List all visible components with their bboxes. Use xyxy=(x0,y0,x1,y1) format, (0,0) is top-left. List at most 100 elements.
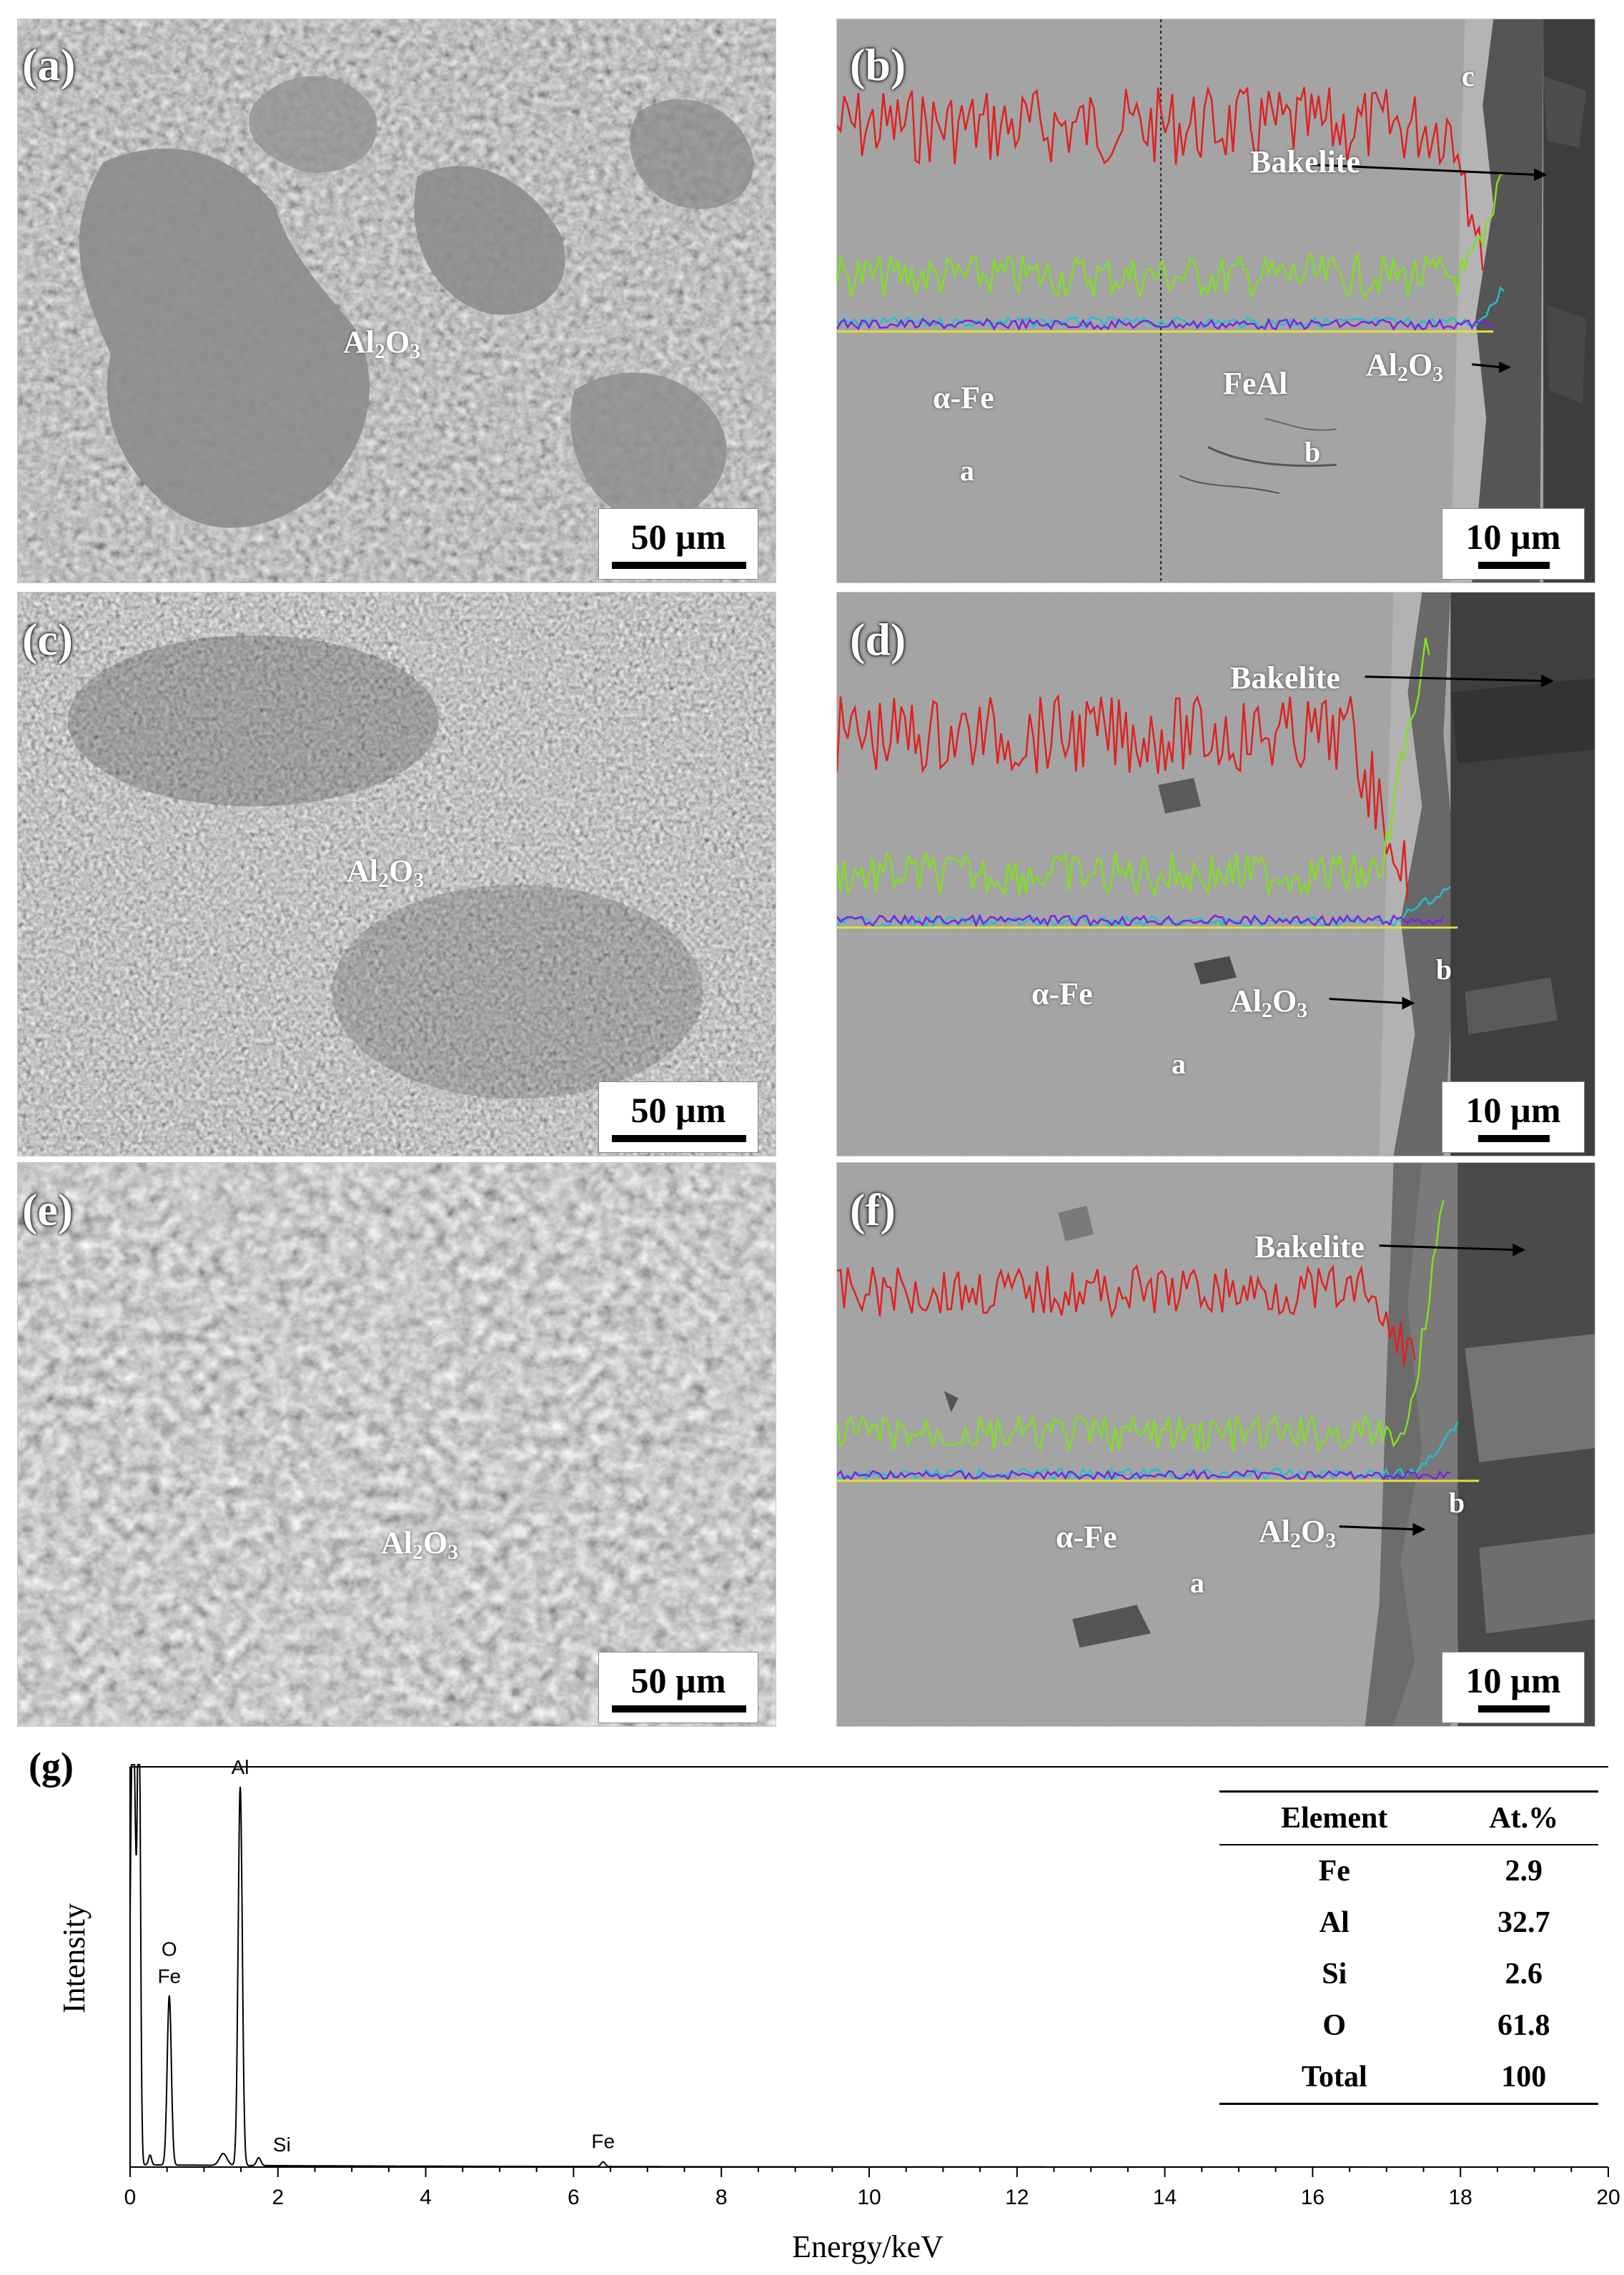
sem-panel-e: (e) Al2O3 50 µm xyxy=(17,1162,776,1727)
table-cell: 2.6 xyxy=(1505,1958,1543,1991)
table-cell: O xyxy=(1322,2009,1347,2042)
x-tick-label: 16 xyxy=(1301,2186,1325,2209)
point-label-b: b xyxy=(1436,953,1452,986)
scale-bar-c: 50 µm xyxy=(598,1081,758,1153)
chart-axes: 0 2 4 6 8 10 12 14 16 18 20 xyxy=(124,1766,1620,2209)
point-label-a: a xyxy=(1172,1048,1186,1080)
peak-label: Si xyxy=(273,2133,291,2156)
table-cell: 100 xyxy=(1501,2061,1547,2093)
table-row: Al 32.7 xyxy=(1219,1897,1598,1948)
peak-label: O xyxy=(162,1938,177,1961)
spectrum-series xyxy=(129,1764,1608,2168)
phase-label-alpha-fe: α-Fe xyxy=(1056,1520,1117,1555)
panel-label-e: (e) xyxy=(22,1184,74,1235)
scale-bar-d: 10 µm xyxy=(1442,1081,1585,1153)
scale-bar-line xyxy=(1478,1705,1550,1713)
peak-label: Al xyxy=(232,1756,249,1778)
scale-bar-label: 50 µm xyxy=(630,517,726,557)
peak-label: Fe xyxy=(157,1966,181,1988)
x-axis-label: Energy/keV xyxy=(792,2229,944,2264)
phase-label-al2o3: Al2O3 xyxy=(347,853,425,892)
scale-bar-label: 50 µm xyxy=(630,1090,726,1130)
point-label-b: b xyxy=(1449,1487,1465,1519)
sem-panel-d: (d) Bakelite α-Fe Al2O3 a b 10 µm xyxy=(836,592,1595,1156)
scale-bar-e: 50 µm xyxy=(598,1652,758,1723)
scale-bar-label: 50 µm xyxy=(630,1660,726,1700)
bakelite-label: Bakelite xyxy=(1230,660,1340,695)
phase-label-al2o3: Al2O3 xyxy=(1259,1514,1337,1552)
panel-label-f: (f) xyxy=(850,1184,896,1235)
line-scan-traces xyxy=(837,85,1505,333)
sem-panel-b: (b) Bakelite α-Fe FeAl Al2O3 a b c 10 µm xyxy=(836,19,1595,583)
point-label-b: b xyxy=(1304,436,1321,468)
table-cell: Si xyxy=(1322,1958,1347,1991)
scale-bar-line xyxy=(612,562,746,569)
scale-bar-line xyxy=(612,1135,746,1142)
scale-bar-label: 10 µm xyxy=(1465,1660,1561,1700)
scale-bar-line xyxy=(1478,1135,1550,1142)
bakelite-label: Bakelite xyxy=(1254,1229,1365,1264)
scale-bar-line xyxy=(1478,562,1550,569)
phase-label-alpha-fe: α-Fe xyxy=(933,380,994,415)
table-row: Fe 2.9 xyxy=(1219,1845,1598,1897)
table-cell: 2.9 xyxy=(1505,1855,1543,1888)
point-label-c: c xyxy=(1462,60,1475,92)
sem-image-b xyxy=(837,19,1595,583)
table-cell: 32.7 xyxy=(1497,1906,1550,1939)
trace-si xyxy=(837,1469,1451,1482)
eds-spectrum-chart: 0 2 4 6 8 10 12 14 16 18 20 O Fe Al Si Fe Energy/keV I… xyxy=(56,1756,1620,2264)
sem-image-d xyxy=(837,593,1595,1156)
sem-panel-a: (a) Al2O3 50 µm xyxy=(17,19,776,583)
phase-label-al2o3: Al2O3 xyxy=(381,1525,459,1564)
panel-label-g: (g) xyxy=(29,1745,74,1788)
sem-image-f xyxy=(837,1163,1595,1726)
x-tick-label: 20 xyxy=(1596,2186,1620,2209)
trace-fe xyxy=(837,693,1409,901)
x-tick-label: 2 xyxy=(272,2186,284,2209)
trace-fe xyxy=(837,85,1484,271)
x-tick-label: 18 xyxy=(1449,2186,1472,2209)
trace-fe xyxy=(837,1264,1416,1366)
scale-bar-line xyxy=(612,1705,746,1713)
scale-bar-f: 10 µm xyxy=(1442,1652,1585,1723)
x-tick-label: 6 xyxy=(568,2186,580,2209)
sem-panel-c: (c) Al2O3 50 µm xyxy=(17,592,776,1156)
sem-image-a xyxy=(18,19,776,583)
table-cell: Al xyxy=(1319,1906,1350,1939)
trace-al xyxy=(837,1200,1445,1454)
trace-o xyxy=(837,886,1452,929)
panel-label-c: (c) xyxy=(22,614,74,665)
point-label-a: a xyxy=(960,455,974,487)
x-tick-label: 12 xyxy=(1005,2186,1029,2209)
phase-label-al2o3: Al2O3 xyxy=(1366,347,1444,386)
phase-label-al2o3: Al2O3 xyxy=(1230,983,1308,1022)
table-header-element: Element xyxy=(1281,1802,1388,1835)
table-header-atpct: At.% xyxy=(1489,1802,1559,1835)
trace-si xyxy=(837,913,1445,928)
table-row: Si 2.6 xyxy=(1219,1948,1598,2000)
sem-image-c xyxy=(18,593,776,1156)
bakelite-label: Bakelite xyxy=(1250,144,1360,179)
table-cell: Total xyxy=(1301,2061,1367,2093)
line-scan-traces xyxy=(837,638,1458,929)
table-row: Total 100 xyxy=(1219,2051,1598,2104)
panel-label-d: (d) xyxy=(850,614,906,665)
trace-si xyxy=(837,317,1495,332)
scale-bar-label: 10 µm xyxy=(1465,517,1561,557)
x-tick-label: 4 xyxy=(420,2186,432,2209)
table-row: O 61.8 xyxy=(1219,2000,1598,2051)
panel-label-b: (b) xyxy=(850,39,906,90)
trace-al xyxy=(837,638,1430,897)
spectrum-line xyxy=(129,1764,1608,2168)
table-cell: 61.8 xyxy=(1497,2009,1550,2042)
scale-bar-a: 50 µm xyxy=(598,508,758,580)
element-composition-table: Element At.% Fe 2.9 Al 32.7 Si 2.6 O 61.8 To… xyxy=(1219,1790,1598,2105)
phase-label-feal: FeAl xyxy=(1223,366,1288,401)
point-label-a: a xyxy=(1190,1567,1204,1599)
panel-label-a: (a) xyxy=(22,39,76,90)
scale-bar-b: 10 µm xyxy=(1442,508,1585,580)
line-scan-traces xyxy=(837,1200,1480,1482)
sem-image-e xyxy=(18,1163,776,1726)
scale-bar-label: 10 µm xyxy=(1465,1090,1561,1130)
phase-label-al2o3: Al2O3 xyxy=(343,324,421,363)
